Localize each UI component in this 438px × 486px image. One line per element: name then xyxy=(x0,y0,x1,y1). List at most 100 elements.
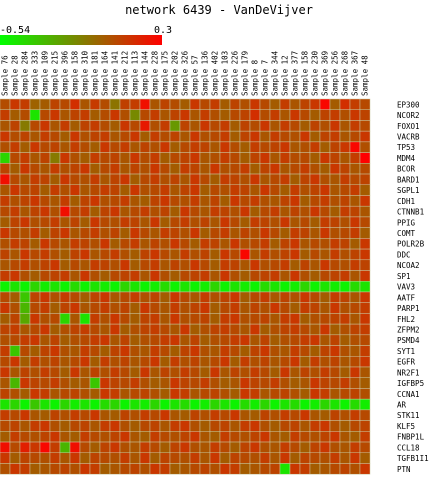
heatmap-cell xyxy=(239,238,251,250)
heatmap-cell xyxy=(109,195,121,207)
heatmap-cell xyxy=(29,377,41,389)
heatmap-cell xyxy=(39,120,51,132)
heatmap-cell xyxy=(9,345,21,357)
heatmap-cell xyxy=(0,409,11,421)
heatmap-cell xyxy=(269,441,281,454)
heatmap-cell xyxy=(349,163,361,175)
heatmap-cell xyxy=(289,431,301,443)
heatmap-cell xyxy=(139,345,151,357)
heatmap-cell xyxy=(129,109,141,121)
heatmap-cell xyxy=(329,109,341,121)
heatmap-cell xyxy=(249,259,261,271)
heatmap-cell xyxy=(59,323,71,336)
heatmap-cell xyxy=(309,216,321,228)
heatmap-cell xyxy=(29,291,41,303)
row-label: BCOR xyxy=(397,165,416,174)
heatmap-cell xyxy=(159,238,171,250)
heatmap-cell xyxy=(319,398,331,411)
heatmap-cell xyxy=(179,313,191,325)
heatmap-cell xyxy=(179,130,191,143)
heatmap-cell xyxy=(49,431,61,443)
heatmap-cell xyxy=(29,173,41,186)
heatmap-cell xyxy=(109,205,121,218)
heatmap-cell xyxy=(239,388,251,400)
heatmap-cell xyxy=(129,366,141,378)
heatmap-cell xyxy=(289,163,301,175)
heatmap-cell xyxy=(59,163,71,175)
heatmap-cell xyxy=(89,184,101,196)
heatmap-cell xyxy=(149,141,161,153)
heatmap-cell xyxy=(149,259,161,271)
heatmap-cell xyxy=(19,441,31,454)
heatmap-cell xyxy=(169,356,181,368)
heatmap-cell xyxy=(69,409,81,421)
heatmap-cell xyxy=(0,313,11,325)
row-label: KLF5 xyxy=(397,422,415,431)
heatmap-cell xyxy=(169,409,181,421)
heatmap-cell xyxy=(169,280,181,293)
heatmap-cell xyxy=(129,441,141,454)
heatmap-cell xyxy=(139,205,151,218)
heatmap-cell xyxy=(129,120,141,132)
heatmap-cell xyxy=(349,141,361,153)
heatmap-cell xyxy=(349,173,361,186)
heatmap-cell xyxy=(329,152,341,164)
heatmap-cell xyxy=(79,388,91,400)
heatmap-cell xyxy=(69,152,81,164)
heatmap-cell xyxy=(199,98,211,110)
heatmap-cell xyxy=(339,420,351,432)
heatmap-cell xyxy=(199,152,211,164)
heatmap-cell xyxy=(129,173,141,186)
heatmap-cell xyxy=(209,291,221,303)
heatmap-cell xyxy=(319,195,331,207)
heatmap-cell xyxy=(219,205,231,218)
heatmap-cell xyxy=(39,377,51,389)
heatmap-cell xyxy=(69,334,81,346)
heatmap-cell xyxy=(209,120,221,132)
heatmap-cell xyxy=(129,345,141,357)
heatmap-cell xyxy=(9,463,21,475)
heatmap-cell xyxy=(219,141,231,153)
heatmap-cell xyxy=(29,259,41,271)
heatmap-cell xyxy=(169,431,181,443)
heatmap-cell xyxy=(19,130,31,143)
heatmap-cell xyxy=(89,377,101,389)
heatmap-cell xyxy=(209,184,221,196)
heatmap-cell xyxy=(249,248,261,261)
heatmap-cell xyxy=(159,259,171,271)
heatmap-cell xyxy=(189,431,201,443)
heatmap-cell xyxy=(219,323,231,336)
heatmap-cell xyxy=(169,398,181,411)
heatmap-cell xyxy=(309,452,321,464)
heatmap-cell xyxy=(169,463,181,475)
heatmap-cell xyxy=(119,195,131,207)
heatmap-cell xyxy=(59,173,71,186)
heatmap-cell xyxy=(299,377,311,389)
heatmap-cell xyxy=(129,398,141,411)
heatmap-cell xyxy=(199,195,211,207)
heatmap-cell xyxy=(279,259,291,271)
heatmap-cell xyxy=(259,227,271,239)
heatmap-cell xyxy=(249,366,261,378)
heatmap-cell xyxy=(329,291,341,303)
heatmap-cell xyxy=(99,388,111,400)
heatmap-cell xyxy=(79,98,91,110)
heatmap-cell xyxy=(149,98,161,110)
heatmap-cell xyxy=(289,356,301,368)
heatmap-cell xyxy=(139,420,151,432)
heatmap-cell xyxy=(339,248,351,261)
heatmap-cell xyxy=(89,366,101,378)
heatmap-cell xyxy=(9,420,21,432)
heatmap-cell xyxy=(19,163,31,175)
heatmap-cell xyxy=(159,109,171,121)
heatmap-cell xyxy=(309,238,321,250)
heatmap-cell xyxy=(129,280,141,293)
heatmap-cell xyxy=(189,345,201,357)
heatmap-cell xyxy=(19,152,31,164)
heatmap-cell xyxy=(249,152,261,164)
heatmap-cell xyxy=(29,109,41,121)
heatmap-cell xyxy=(249,291,261,303)
heatmap-cell xyxy=(209,227,221,239)
heatmap-cell xyxy=(19,205,31,218)
heatmap-cell xyxy=(219,98,231,110)
